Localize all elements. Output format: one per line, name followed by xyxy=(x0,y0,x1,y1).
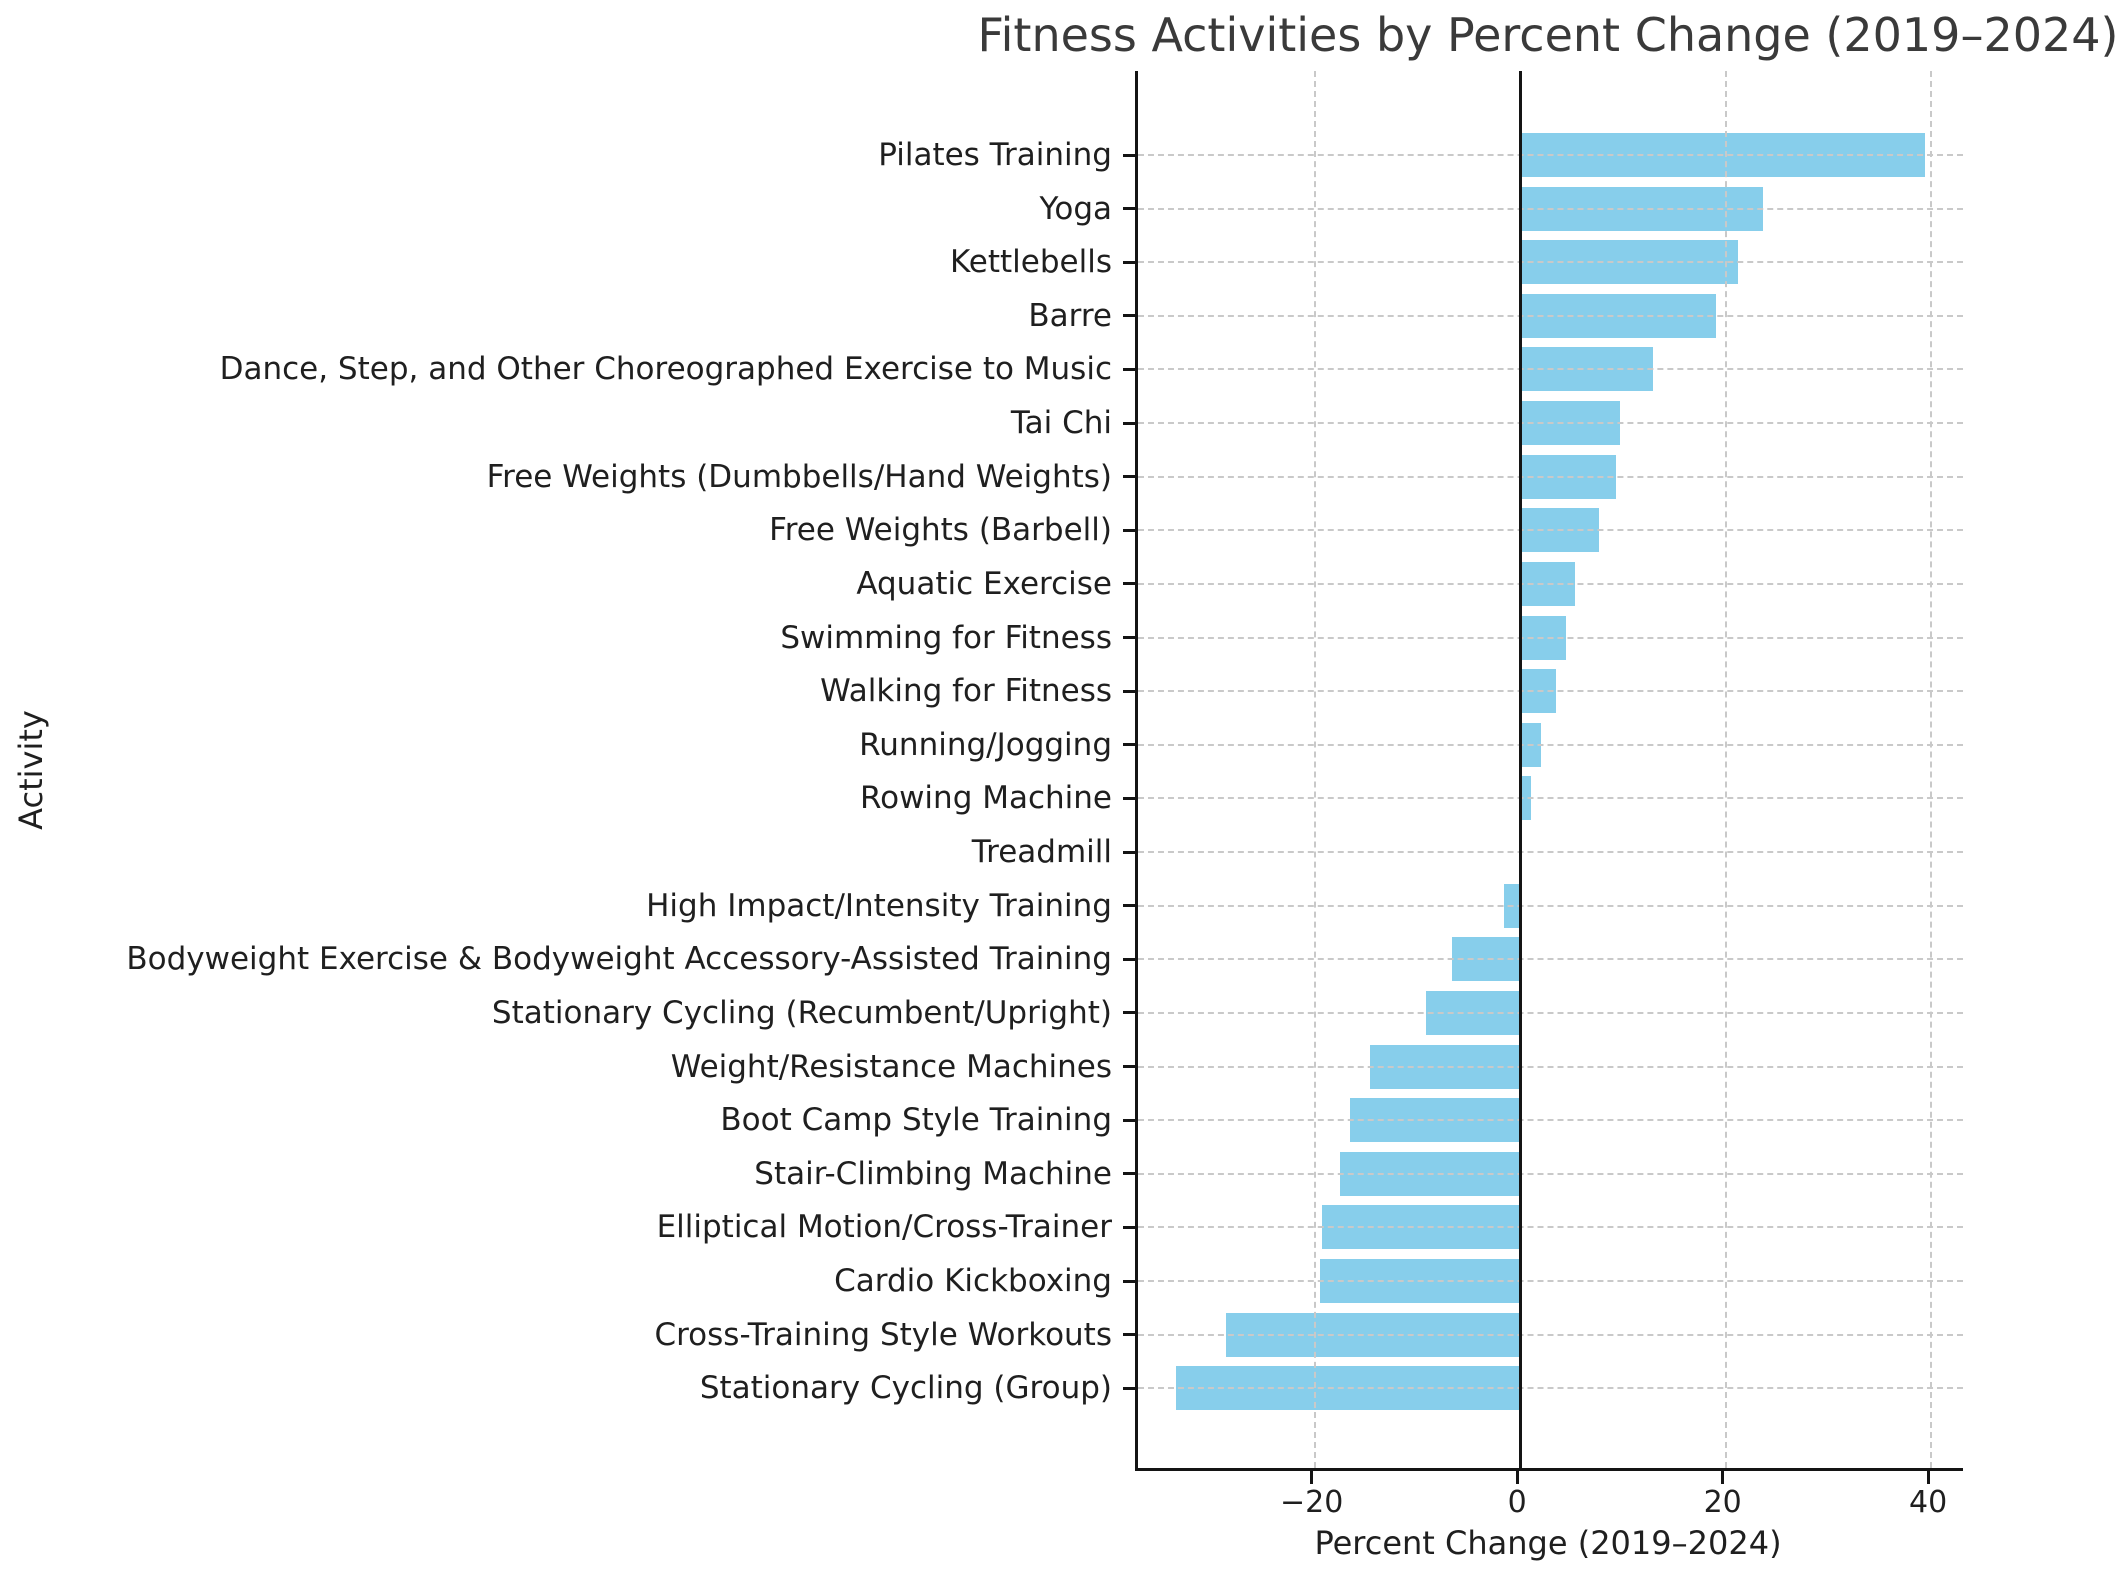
x-tick-label: −20 xyxy=(1280,1485,1344,1520)
x-tick-mark xyxy=(1721,1471,1725,1484)
x-tick-mark xyxy=(1515,1471,1519,1484)
horizontal-gridline xyxy=(1138,261,1963,264)
y-tick-label: Stair-Climbing Machine xyxy=(754,1155,1112,1192)
y-tick-label: Kettlebells xyxy=(950,244,1112,281)
horizontal-gridline xyxy=(1138,1065,1963,1068)
horizontal-gridline xyxy=(1138,154,1963,156)
y-tick-mark xyxy=(1123,260,1135,264)
y-tick-label: Bodyweight Exercise & Bodyweight Accesso… xyxy=(126,941,1112,978)
x-tick-mark xyxy=(1926,1471,1930,1484)
vertical-gridline xyxy=(1313,71,1316,1468)
y-tick-label: Barre xyxy=(1028,297,1112,334)
horizontal-gridline xyxy=(1138,904,1963,907)
plot-area xyxy=(1135,71,1963,1471)
y-tick-label: Weight/Resistance Machines xyxy=(670,1048,1112,1085)
y-tick-mark xyxy=(1123,475,1135,479)
y-tick-label: Stationary Cycling (Recumbent/Upright) xyxy=(491,994,1112,1031)
y-tick-label: Free Weights (Barbell) xyxy=(769,512,1112,549)
y-tick-mark xyxy=(1123,743,1135,747)
y-tick-mark xyxy=(1123,1279,1135,1283)
zero-baseline xyxy=(1518,71,1522,1468)
y-tick-mark xyxy=(1123,314,1135,318)
y-tick-label: Cardio Kickboxing xyxy=(834,1263,1112,1300)
y-tick-label: Walking for Fitness xyxy=(820,673,1112,710)
vertical-gridline xyxy=(1930,71,1933,1468)
horizontal-gridline xyxy=(1138,1280,1963,1283)
y-tick-mark xyxy=(1123,636,1135,640)
horizontal-gridline xyxy=(1138,690,1963,693)
horizontal-gridline xyxy=(1138,1172,1963,1175)
x-tick-label: 0 xyxy=(1507,1485,1527,1520)
y-tick-label: Yoga xyxy=(1039,190,1112,227)
y-tick-mark xyxy=(1123,1011,1135,1015)
y-tick-mark xyxy=(1123,850,1135,854)
horizontal-gridline xyxy=(1138,1119,1963,1122)
x-tick-label: 20 xyxy=(1703,1485,1742,1520)
y-tick-mark xyxy=(1123,1225,1135,1229)
y-tick-label: Free Weights (Dumbbells/Hand Weights) xyxy=(486,458,1112,495)
horizontal-gridline xyxy=(1138,207,1963,210)
y-tick-label: High Impact/Intensity Training xyxy=(646,887,1112,924)
horizontal-gridline xyxy=(1138,1387,1963,1390)
y-tick-mark xyxy=(1123,1172,1135,1176)
y-tick-mark xyxy=(1123,207,1135,211)
y-tick-label: Rowing Machine xyxy=(859,780,1112,817)
horizontal-gridline xyxy=(1138,797,1963,800)
horizontal-gridline xyxy=(1138,368,1963,371)
horizontal-gridline xyxy=(1138,1333,1963,1336)
horizontal-gridline xyxy=(1138,743,1963,746)
horizontal-gridline xyxy=(1138,475,1963,478)
y-tick-label: Swimming for Fitness xyxy=(780,619,1112,656)
horizontal-gridline xyxy=(1138,314,1963,317)
x-axis-label: Percent Change (2019–2024) xyxy=(1314,1524,1782,1562)
y-tick-mark xyxy=(1123,957,1135,961)
horizontal-gridline xyxy=(1138,422,1963,425)
horizontal-gridline xyxy=(1138,1011,1963,1014)
y-tick-label: Aquatic Exercise xyxy=(856,565,1112,602)
y-tick-label: Stationary Cycling (Group) xyxy=(699,1370,1112,1407)
y-tick-mark xyxy=(1123,796,1135,800)
y-tick-mark xyxy=(1123,153,1135,157)
y-tick-mark xyxy=(1123,689,1135,693)
y-tick-mark xyxy=(1123,421,1135,425)
y-tick-label: Boot Camp Style Training xyxy=(720,1102,1112,1139)
x-tick-label: 40 xyxy=(1909,1485,1948,1520)
y-tick-label: Tai Chi xyxy=(1010,405,1112,442)
horizontal-gridline xyxy=(1138,582,1963,585)
chart-title: Fitness Activities by Percent Change (20… xyxy=(977,8,2119,62)
vertical-gridline xyxy=(1724,71,1727,1468)
y-tick-label: Dance, Step, and Other Choreographed Exe… xyxy=(219,351,1112,388)
x-tick-mark xyxy=(1310,1471,1314,1484)
y-tick-mark xyxy=(1123,904,1135,908)
y-tick-label: Elliptical Motion/Cross-Trainer xyxy=(656,1209,1112,1246)
horizontal-gridline xyxy=(1138,529,1963,532)
y-tick-mark xyxy=(1123,528,1135,532)
y-tick-label: Running/Jogging xyxy=(859,726,1112,763)
y-tick-label: Pilates Training xyxy=(878,137,1112,173)
horizontal-gridline xyxy=(1138,851,1963,854)
y-tick-mark xyxy=(1123,367,1135,371)
y-tick-mark xyxy=(1123,1118,1135,1122)
y-tick-mark xyxy=(1123,1333,1135,1337)
y-tick-mark xyxy=(1123,582,1135,586)
y-tick-label: Treadmill xyxy=(971,834,1112,871)
horizontal-gridline xyxy=(1138,636,1963,639)
horizontal-gridline xyxy=(1138,1226,1963,1229)
y-tick-mark xyxy=(1123,1386,1135,1390)
y-tick-label: Cross-Training Style Workouts xyxy=(654,1316,1112,1353)
y-tick-mark xyxy=(1123,1065,1135,1069)
horizontal-gridline xyxy=(1138,958,1963,961)
